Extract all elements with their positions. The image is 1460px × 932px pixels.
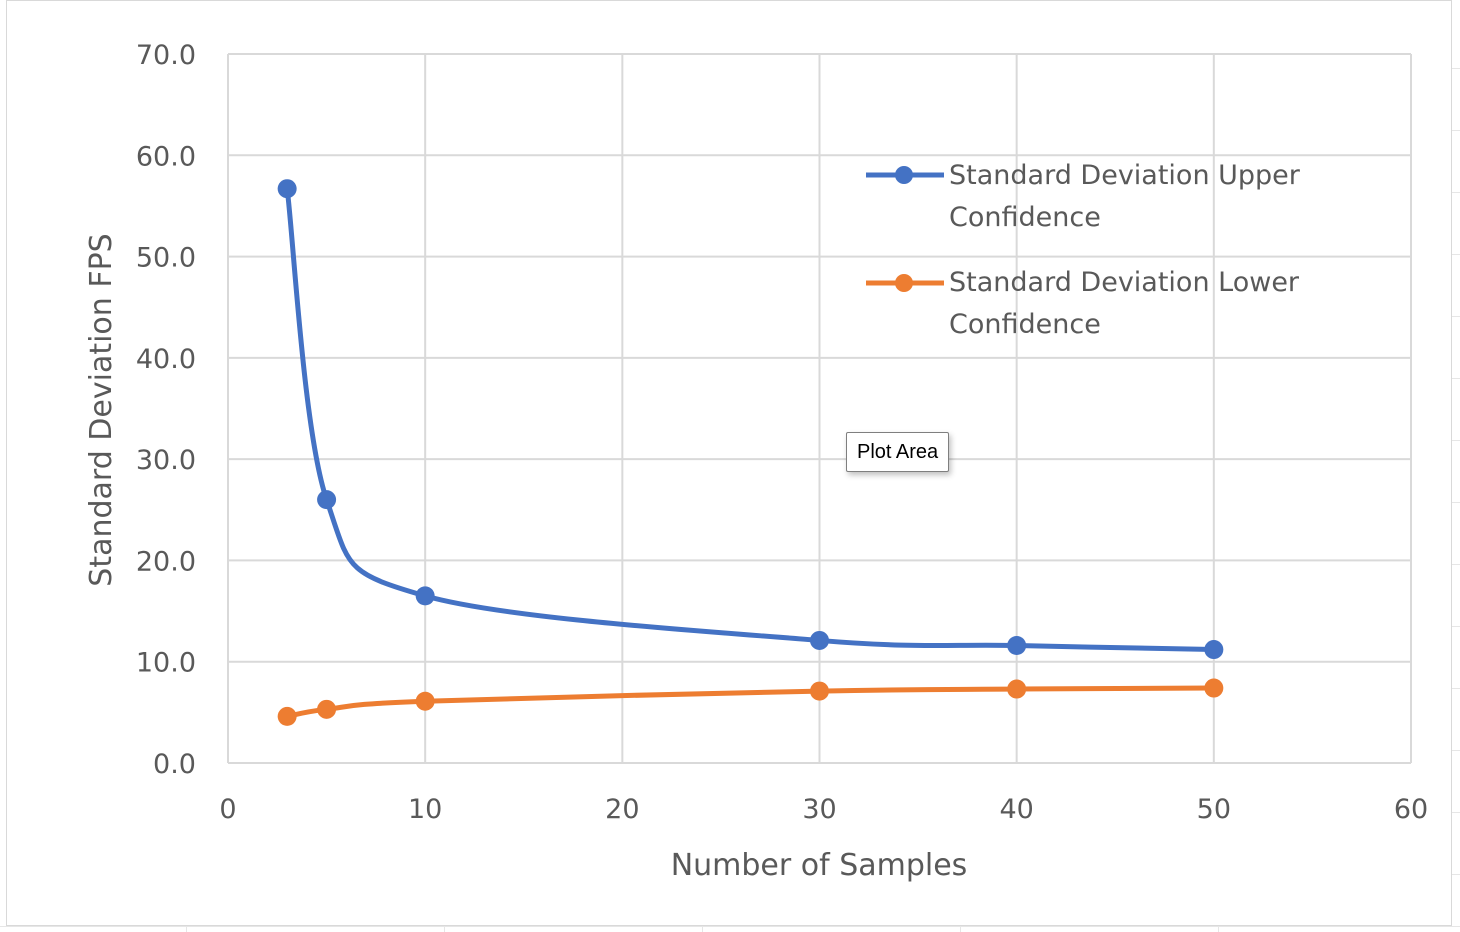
x-tick-label: 10	[408, 794, 442, 825]
data-point[interactable]	[1204, 678, 1224, 698]
sheet-gridline	[1452, 502, 1460, 503]
y-tick-label: 30.0	[136, 445, 196, 476]
sheet-gridline	[1452, 68, 1460, 69]
y-tick-label: 70.0	[136, 40, 196, 71]
sheet-gridline	[1452, 564, 1460, 565]
sheet-gridline	[1452, 688, 1460, 689]
sheet-gridline	[1452, 750, 1460, 751]
sheet-gridline	[1452, 812, 1460, 813]
sheet-gridline	[186, 926, 187, 932]
sheet-gridline	[1452, 130, 1460, 131]
y-tick-label: 0.0	[153, 749, 196, 780]
sheet-gridline	[1452, 626, 1460, 627]
data-point[interactable]	[1007, 679, 1027, 699]
series-line[interactable]	[284, 186, 1217, 653]
legend-entry-upper[interactable]: Standard Deviation Upper Confidence	[866, 160, 1301, 233]
plot-area-tooltip: Plot Area	[846, 432, 950, 472]
data-point[interactable]	[277, 706, 297, 726]
series-line[interactable]	[284, 685, 1217, 719]
x-tick-label: 0	[219, 794, 236, 825]
sheet-gridline	[1452, 192, 1460, 193]
data-point[interactable]	[415, 691, 435, 711]
sheet-gridline	[1452, 378, 1460, 379]
legend[interactable]: Standard Deviation Upper Confidence Stan…	[866, 160, 1301, 340]
sheet-gridline	[444, 926, 445, 932]
series-lower[interactable]	[277, 678, 1224, 726]
legend-entry-lower[interactable]: Standard Deviation Lower Confidence	[866, 267, 1300, 340]
data-point[interactable]	[317, 699, 337, 719]
sheet-gridline	[1218, 926, 1219, 932]
y-tick-label: 40.0	[136, 344, 196, 375]
sheet-gridline	[0, 926, 1460, 927]
series-group[interactable]	[277, 179, 1224, 726]
sheet-gridline	[1452, 440, 1460, 441]
legend-label-lower-line2: Confidence	[949, 309, 1101, 340]
data-point[interactable]	[415, 586, 435, 606]
data-point[interactable]	[317, 490, 337, 510]
data-point[interactable]	[1007, 636, 1027, 656]
sheet-gridline	[1452, 874, 1460, 875]
x-axis-title: Number of Samples	[671, 848, 968, 883]
data-point[interactable]	[1204, 640, 1224, 660]
legend-marker-lower	[895, 274, 913, 292]
x-tick-label: 30	[802, 794, 836, 825]
legend-label-lower-line1: Standard Deviation Lower	[949, 267, 1300, 298]
sheet-gridline	[1452, 316, 1460, 317]
sheet-gridline	[702, 926, 703, 932]
legend-marker-upper	[895, 166, 913, 184]
data-point[interactable]	[810, 630, 829, 650]
series-upper[interactable]	[277, 179, 1224, 660]
sheet-gridline	[1452, 254, 1460, 255]
gridlines	[227, 53, 1412, 764]
x-tick-label: 50	[1197, 794, 1231, 825]
y-axis-title: Standard Deviation FPS	[84, 233, 119, 586]
x-tick-label: 20	[605, 794, 639, 825]
y-tick-label: 60.0	[136, 141, 196, 172]
legend-label-upper-line1: Standard Deviation Upper	[949, 160, 1301, 191]
legend-label-upper-line2: Confidence	[949, 202, 1101, 233]
x-tick-label: 60	[1394, 794, 1428, 825]
x-axis-ticks: 0 10 20 30 40 50 60	[219, 794, 1428, 825]
data-point[interactable]	[277, 179, 297, 199]
y-tick-label: 10.0	[136, 648, 196, 679]
y-tick-label: 50.0	[136, 243, 196, 274]
x-tick-label: 40	[999, 794, 1033, 825]
y-tick-label: 20.0	[136, 546, 196, 577]
sheet-gridline	[960, 926, 961, 932]
data-point[interactable]	[810, 681, 829, 701]
y-axis-ticks: 0.0 10.0 20.0 30.0 40.0 50.0 60.0 70.0	[136, 40, 196, 780]
